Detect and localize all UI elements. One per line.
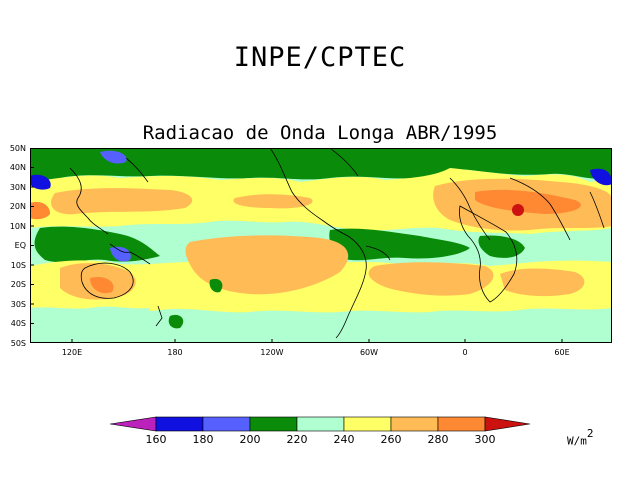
legend-label-160: 160 xyxy=(145,433,167,446)
legend-label-220: 220 xyxy=(286,433,308,446)
band-sio-260-280 xyxy=(500,268,585,297)
legend-colorbar xyxy=(110,416,531,432)
lat-label-50n: 50N xyxy=(9,144,26,153)
band-north-280-300 xyxy=(475,189,581,214)
map-title: Radiacao de Onda Longa ABR/1995 xyxy=(142,122,498,144)
lon-label-60w: 60W xyxy=(359,348,379,357)
legend-swatch-160-180 xyxy=(155,416,204,432)
legend-swatch-200-220 xyxy=(249,416,298,432)
lat-label-20s: 20S xyxy=(10,280,26,289)
band-north-260-280-a xyxy=(51,188,193,215)
units-exponent: 2 xyxy=(586,427,594,440)
legend-swatch-180-200 xyxy=(202,416,251,432)
legend-swatch-280-300 xyxy=(437,416,486,432)
coastlines xyxy=(69,148,605,339)
band-south-200-220-b xyxy=(168,314,184,329)
lat-label-10s: 10S xyxy=(10,261,26,270)
lon-label-0: 0 xyxy=(462,348,468,357)
band-west-280-300 xyxy=(30,202,50,220)
legend-label-260: 260 xyxy=(380,433,402,446)
band-itcz-africa xyxy=(478,235,525,258)
legend-swatch-260-280 xyxy=(390,416,439,432)
band-south-200-220-a xyxy=(209,278,223,293)
legend-swatch-above-300 xyxy=(484,416,531,432)
legend-swatch-below-160 xyxy=(110,416,157,432)
legend-swatch-220-240 xyxy=(296,416,345,432)
legend-label-280: 280 xyxy=(427,433,449,446)
lat-label-30n: 30N xyxy=(9,183,26,192)
lat-label-30s: 30S xyxy=(10,300,26,309)
page-title: INPE/CPTEC xyxy=(233,42,407,73)
band-nh-180-200-a xyxy=(30,174,51,190)
lon-label-120w: 120W xyxy=(260,348,284,357)
lat-label-50s: 50S xyxy=(10,339,26,348)
legend-label-200: 200 xyxy=(239,433,261,446)
legend-label-300: 300 xyxy=(474,433,496,446)
band-nh-180-200-c xyxy=(590,168,612,186)
legend-units: W/m2 xyxy=(567,427,594,448)
band-aus-280-300 xyxy=(90,276,114,294)
band-north-260-280-b xyxy=(233,194,313,209)
band-south-220-240-a xyxy=(30,306,150,343)
units-base: W/m xyxy=(567,434,587,448)
legend-label-180: 180 xyxy=(192,433,214,446)
band-pacific-260-280 xyxy=(185,235,349,295)
band-satl-260-280 xyxy=(368,262,494,296)
lat-label-eq: EQ xyxy=(14,241,26,250)
legend-swatch-240-260 xyxy=(343,416,392,432)
olr-map-canvas xyxy=(30,148,612,343)
lat-label-40s: 40S xyxy=(10,319,26,328)
map-ticks xyxy=(30,167,563,343)
band-itcz-america xyxy=(329,228,470,261)
lat-label-20n: 20N xyxy=(9,202,26,211)
legend-label-240: 240 xyxy=(333,433,355,446)
band-nh-180-200-b xyxy=(100,150,127,164)
lat-label-40n: 40N xyxy=(9,163,26,172)
lat-label-10n: 10N xyxy=(9,222,26,231)
lon-label-120e: 120E xyxy=(61,348,83,357)
lon-label-60e: 60E xyxy=(554,348,570,357)
lon-label-180: 180 xyxy=(167,348,183,357)
band-over-300 xyxy=(512,204,524,216)
band-north-200-220 xyxy=(30,148,612,182)
olr-map xyxy=(30,148,612,343)
band-convection-180-200 xyxy=(110,246,131,262)
